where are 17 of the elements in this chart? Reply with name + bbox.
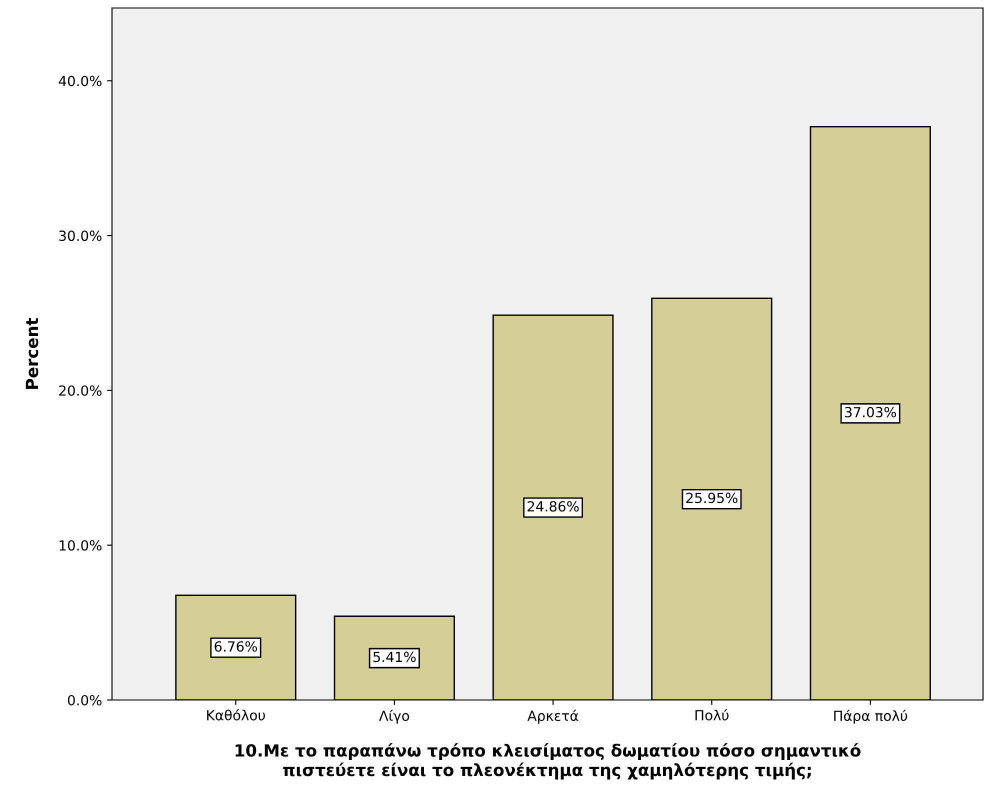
data-label: 5.41% [373, 652, 416, 662]
x-tick-label: Καθόλου [207, 709, 265, 720]
data-label: 25.95% [686, 492, 738, 504]
x-tick-label: Αρκετά [527, 710, 578, 724]
y-tick-label: 10.0% [60, 540, 102, 551]
x-tick-label: Πολύ [695, 709, 729, 720]
data-label: 37.03% [844, 406, 896, 418]
y-tick-label: 40.0% [58, 76, 102, 86]
y-tick-label: 20.0% [59, 385, 102, 396]
y-tick-label: 30.0% [59, 230, 102, 242]
data-label: 24.86% [528, 501, 579, 512]
y-axis-title: Percent [26, 318, 38, 389]
data-label: 6.76% [214, 641, 258, 652]
y-tick-label: 0.0% [68, 694, 102, 706]
x-tick-label: Λίγο [379, 710, 410, 724]
x-axis-title: 10.Με το παραπάνω τρόπο κλεισίματος δωματίου πόσο σημαντικό πιστεύετε είναι το πλεονέκτημα της χαμηλότερης τιμής; [236, 743, 861, 780]
x-tick-label: Πάρα πολύ [834, 710, 908, 724]
